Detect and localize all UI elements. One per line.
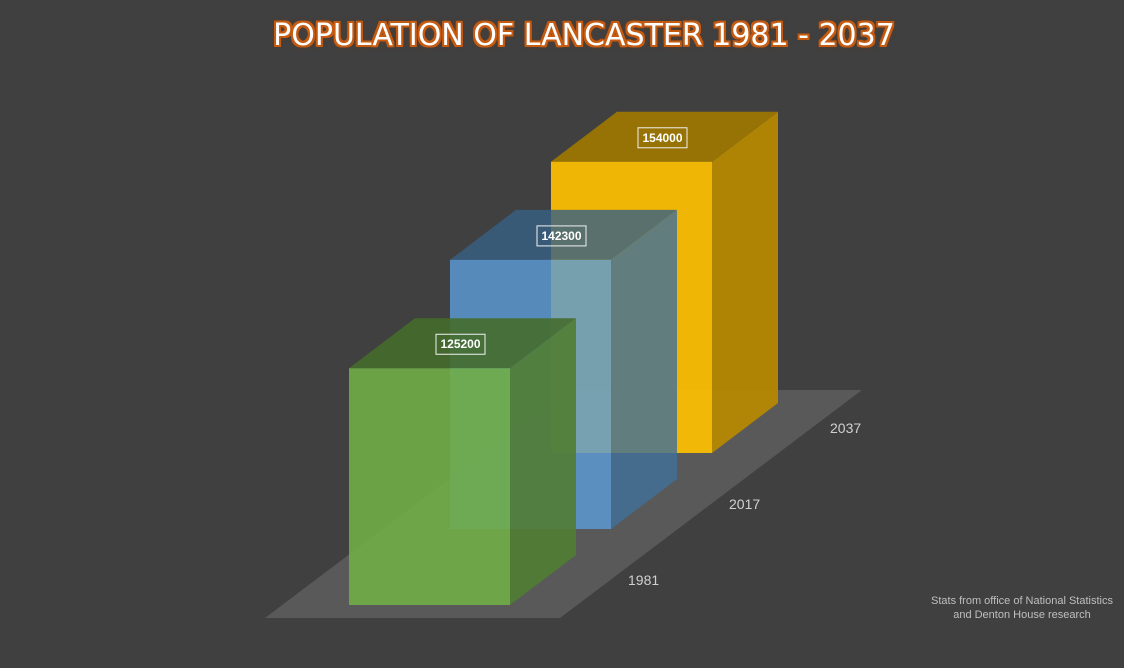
bar-1981: 125200	[349, 318, 576, 605]
data-label-2037: 154000	[642, 131, 682, 145]
bar-top-2017	[450, 209, 677, 260]
source-note-line-2: and Denton House research	[953, 609, 1091, 621]
data-label-box-2037	[637, 127, 688, 149]
source-note: Stats from office of National Statistics…	[920, 594, 1124, 622]
data-label-box-2017	[536, 225, 587, 247]
category-label-1981: 1981	[628, 572, 659, 588]
bar-top-2037	[551, 111, 778, 162]
category-labels: 2037 2017 1981	[628, 420, 861, 588]
data-label-box-1981	[435, 333, 486, 355]
source-note-line-1: Stats from office of National Statistics	[931, 595, 1113, 607]
bars-layer: 154000 142300 125200	[349, 111, 778, 605]
data-label-1981: 125200	[440, 337, 480, 351]
bar-top-1981	[349, 318, 576, 369]
bar-front-1981	[349, 368, 510, 605]
chart-title: POPULATION OF LANCASTER 1981 - 2037	[273, 18, 895, 53]
bar-side-2037	[712, 111, 778, 453]
category-label-2037: 2037	[830, 420, 861, 436]
bar-side-2017	[611, 209, 677, 529]
bar-side-1981	[510, 318, 576, 605]
category-label-2017: 2017	[729, 496, 760, 512]
data-label-2017: 142300	[541, 229, 581, 243]
